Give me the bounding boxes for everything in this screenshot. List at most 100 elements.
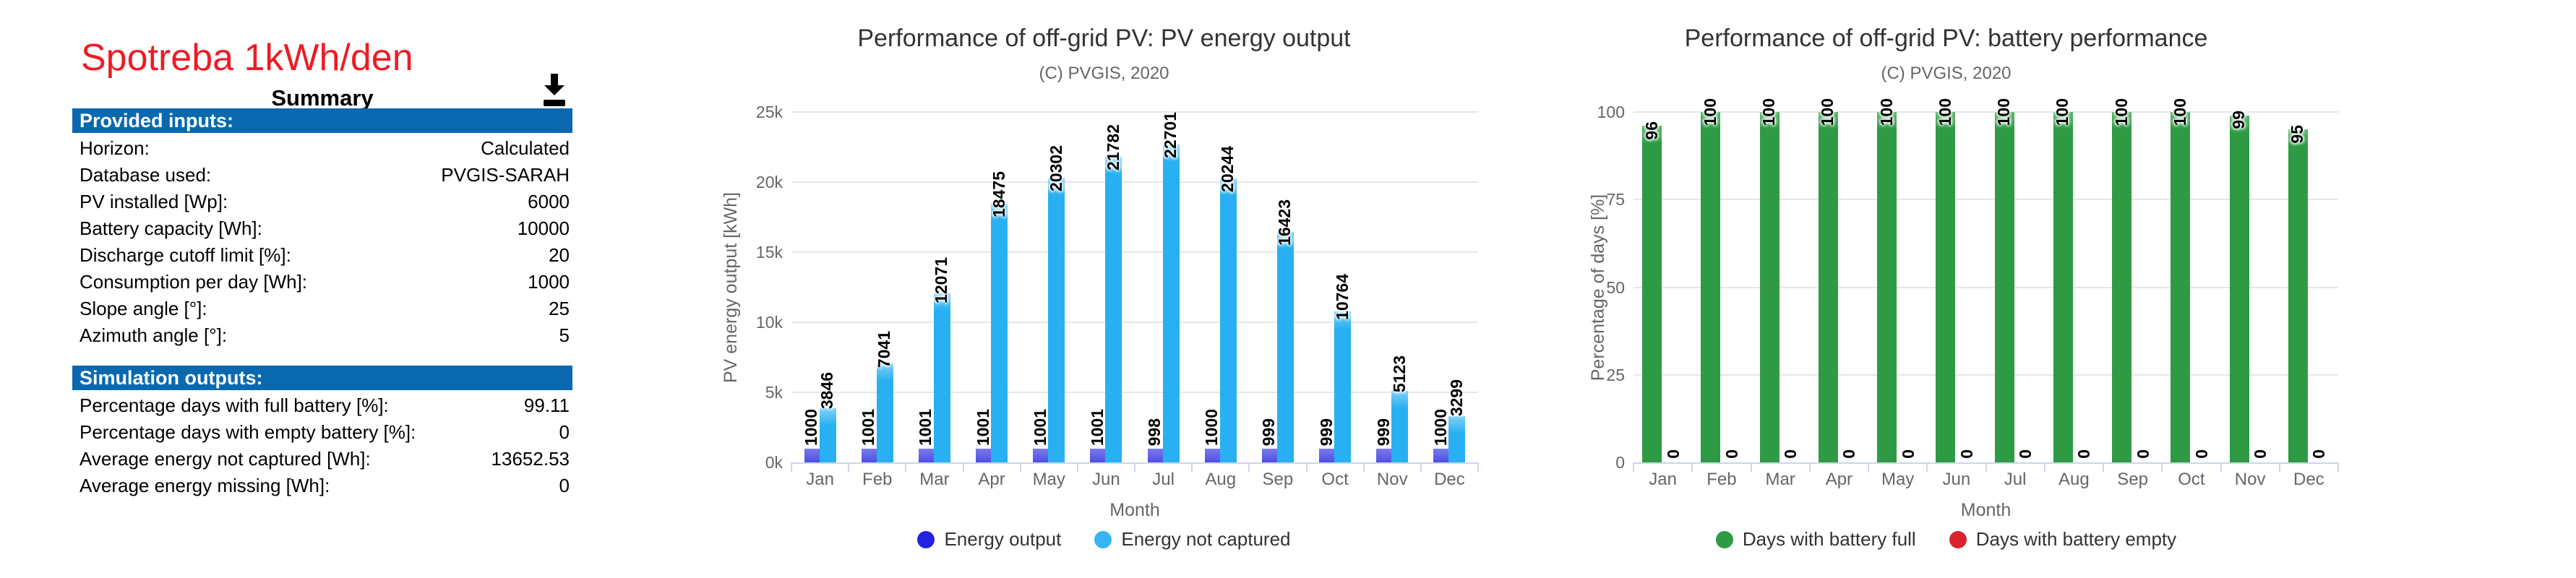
bar-value-label: 10764 [1332, 273, 1352, 320]
y-tick-label: 25 [1606, 365, 1625, 384]
y-tick-label: 25k [755, 103, 783, 121]
x-axis-tick [1633, 462, 1634, 472]
table-row: Average energy not captured [Wh]: 13652.5… [72, 444, 572, 470]
y-axis-title: PV energy output [kWh] [721, 191, 741, 383]
bar-value-label: 999 [1316, 418, 1336, 447]
chart-title: Performance of off-grid PV: PV energy ou… [857, 25, 1351, 52]
bar-energy-output [1261, 448, 1277, 462]
x-axis-tick [1019, 462, 1021, 472]
bar-days-with-battery-full [2053, 112, 2073, 462]
x-tick-label: Jun [1092, 470, 1120, 489]
bar-energy-not-captured [1048, 178, 1065, 462]
row-value: 99.11 [523, 394, 570, 416]
bar-energy-output [1433, 448, 1449, 462]
legend-marker [917, 530, 935, 548]
bar-value-label: 0 [1781, 449, 1800, 459]
bar-value-label: 100 [1935, 98, 1954, 126]
x-axis-tick [1868, 462, 1869, 472]
row-label: Horizon: [80, 137, 150, 159]
bar-days-with-battery-full [2229, 115, 2249, 462]
gridline [791, 392, 1478, 393]
download-icon[interactable] [538, 72, 571, 110]
row-value: 25 [549, 298, 570, 319]
legend-item-energy-output[interactable]: Energy output [917, 528, 1061, 551]
summary-table: Provided inputs: Horizon: Calculated Databa… [72, 108, 572, 497]
x-tick-label: Jul [2004, 470, 2027, 489]
x-tick-label: Jan [1649, 470, 1677, 489]
legend-marker [1949, 530, 1967, 548]
x-axis-tick [1926, 462, 1928, 472]
row-value: 6000 [528, 191, 570, 212]
bar-days-with-battery-full [1994, 112, 2014, 462]
pv-energy-output-chart: Performance of off-grid PV: PV energy ou… [690, 0, 1518, 578]
x-tick-label: Aug [2058, 470, 2090, 489]
bar-value-label: 95 [2288, 124, 2307, 144]
y-tick-label: 10k [755, 313, 783, 332]
x-tick-label: Mar [1765, 470, 1795, 489]
x-axis-tick [791, 462, 792, 472]
bar-energy-output [804, 448, 820, 462]
y-tick-label: 100 [1597, 103, 1625, 121]
table-row: Battery capacity [Wh]: 10000 [72, 213, 572, 240]
bar-value-label: 999 [1373, 418, 1393, 447]
bar-energy-not-captured [991, 203, 1008, 462]
x-axis-tick [2161, 462, 2163, 472]
legend-item-days-with-battery-full[interactable]: Days with battery full [1715, 528, 1916, 551]
x-axis-tick [2220, 462, 2222, 472]
x-axis-tick [1750, 462, 1752, 472]
bar-energy-not-captured [933, 293, 950, 462]
bar-energy-output [976, 448, 992, 462]
x-axis-tick [2043, 462, 2045, 472]
bar-energy-not-captured [819, 408, 836, 462]
x-tick-label: Nov [2234, 470, 2266, 489]
bar-value-label: 0 [1839, 449, 1859, 459]
gridline [791, 251, 1478, 253]
bar-days-with-battery-full [1642, 126, 1662, 462]
bar-days-with-battery-full [2171, 112, 2191, 462]
x-axis-tick [848, 462, 850, 472]
legend-label: Energy output [944, 528, 1062, 550]
bar-energy-not-captured [876, 363, 893, 462]
legend: Energy output Energy not captured [690, 528, 1518, 551]
row-label: Average energy not captured [Wh]: [80, 448, 371, 470]
bar-energy-not-captured [1448, 416, 1466, 462]
row-label: Consumption per day [Wh]: [80, 271, 308, 293]
bar-energy-not-captured [1162, 144, 1180, 462]
table-row: PV installed [Wp]: 6000 [72, 186, 572, 213]
bar-value-label: 0 [2133, 449, 2152, 459]
x-tick-label: Sep [2117, 470, 2148, 489]
legend-marker [1094, 530, 1112, 548]
bar-value-label: 998 [1145, 418, 1164, 447]
chart-title: Performance of off-grid PV: battery perf… [1684, 25, 2208, 52]
x-axis-tick [1477, 462, 1479, 472]
bar-energy-not-captured [1334, 311, 1352, 462]
bar-value-label: 100 [2111, 98, 2131, 126]
table-row: Percentage days with empty battery [%]: 0 [72, 417, 572, 444]
table-row: Azimuth angle [°]: 5 [72, 320, 572, 347]
bar-energy-not-captured [1105, 157, 1122, 462]
bar-value-label: 100 [1700, 98, 1720, 126]
x-axis-tick [1691, 462, 1693, 472]
bar-value-label: 0 [2309, 449, 2329, 459]
gridline [1633, 111, 2338, 113]
gridline [1633, 286, 2338, 288]
gridline [791, 322, 1478, 323]
x-tick-label: Sep [1262, 470, 1294, 489]
bar-value-label: 0 [1898, 449, 1918, 459]
x-axis-tick [1191, 462, 1193, 472]
bar-value-label: 18475 [989, 171, 1008, 217]
legend-item-days-with-battery-empty[interactable]: Days with battery empty [1949, 528, 2176, 551]
summary-table-title: Summary [271, 85, 374, 111]
gridline [1633, 374, 2338, 376]
table-row: Consumption per day [Wh]: 1000 [72, 267, 572, 293]
row-value: PVGIS-SARAH [441, 164, 570, 186]
y-tick-label: 75 [1606, 190, 1625, 210]
bar-days-with-battery-full [1936, 112, 1956, 462]
legend-item-energy-not-captured[interactable]: Energy not captured [1094, 528, 1291, 551]
x-tick-label: Oct [2178, 470, 2205, 489]
chart-subtitle: (C) PVGIS, 2020 [1881, 64, 2012, 83]
bar-days-with-battery-full [2288, 129, 2308, 462]
x-axis-tick [1985, 462, 1987, 472]
bar-days-with-battery-full [1701, 112, 1721, 462]
bar-value-label: 100 [2053, 98, 2072, 126]
